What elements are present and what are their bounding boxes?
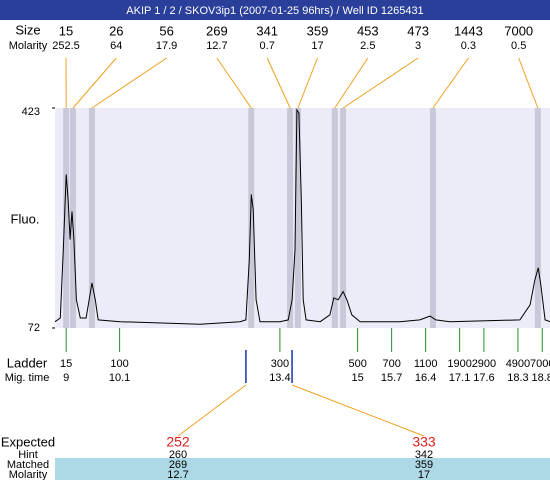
ladder-size: 300 [271,358,289,370]
ladder-size: 100 [110,358,128,370]
ladder-time: 17.6 [473,372,494,384]
peak-band [429,108,436,328]
peak-band [331,108,338,328]
peak-size: 7000 [504,23,533,38]
peak-size: 341 [256,23,278,38]
peak-connector [91,57,167,109]
ladder-size: 4900 [506,358,530,370]
peak-molarity: 0.3 [461,40,476,52]
peak-size: 56 [159,23,173,38]
peak-connector [342,57,419,109]
peak-connector [432,57,469,109]
peak-molarity: 0.5 [511,40,526,52]
matched-label: Matched [7,459,49,471]
expected-connector [291,384,425,437]
matched-band [55,458,550,480]
plot-area [55,108,550,328]
hint-value: 260 [169,449,187,461]
peak-connector [266,57,291,109]
peak-size: 1443 [454,23,483,38]
peak-band [534,108,541,328]
title-bar [0,0,550,20]
hint-value: 342 [415,449,433,461]
expected-label: Expected [1,434,55,449]
peak-band [88,108,95,328]
peak-molarity: 12.7 [206,40,227,52]
peak-band [248,108,255,328]
ladder-time: 18.3 [507,372,528,384]
peak-connector [216,57,252,109]
peak-band [340,108,347,328]
ladder-time: 13.4 [269,372,290,384]
peak-molarity: 3 [415,40,421,52]
peak-connector [72,57,117,109]
ladder-time: 15.7 [381,372,402,384]
peak-size: 453 [357,23,379,38]
molarity-label: Molarity [9,40,48,52]
molarity-value: 17 [418,469,430,480]
ladder-time: 10.1 [109,372,130,384]
peak-band [294,108,301,328]
ladder-size: 500 [348,358,366,370]
peak-size: 15 [59,23,73,38]
ladder-size: 15 [60,358,72,370]
peak-band [287,108,294,328]
peak-molarity: 64 [110,40,122,52]
peak-connector [518,57,539,109]
ladder-size: 1100 [414,358,438,370]
ladder-size: 1900 [447,358,471,370]
expected-molarity-label: Molarity [9,469,48,480]
peak-molarity: 0.7 [260,40,275,52]
peak-size: 26 [109,23,123,38]
size-label: Size [15,22,40,37]
mig-time-label: Mig. time [5,372,50,384]
ladder-size: 7000 [530,358,550,370]
ladder-time: 16.4 [415,372,436,384]
trace [54,108,550,325]
ladder-time: 17.1 [449,372,470,384]
peak-size: 269 [206,23,228,38]
peak-connector [334,57,369,109]
hint-label: Hint [18,449,38,461]
ladder-size: 2900 [472,358,496,370]
expected-value: 252 [166,434,190,450]
peak-size: 359 [307,23,329,38]
ladder-time: 9 [63,372,69,384]
peak-band [63,108,70,328]
peak-molarity: 17.9 [156,40,177,52]
ladder-label: Ladder [7,355,48,370]
ladder-time: 15 [352,372,364,384]
peak-molarity: 2.5 [360,40,375,52]
ladder-time: 18.8 [532,372,550,384]
y-axis-label: Fluo. [11,211,40,226]
peak-band [69,108,76,328]
matched-value: 359 [415,459,433,471]
y-tick-label: 423 [22,106,40,118]
expected-value: 333 [412,434,436,450]
peak-size: 473 [407,23,429,38]
expected-connector [177,384,247,437]
peak-molarity: 17 [311,40,323,52]
peak-connector [297,57,318,109]
ladder-size: 700 [382,358,400,370]
matched-value: 269 [169,459,187,471]
y-tick-label: 72 [28,322,40,334]
title: AKIP 1 / 2 / SKOV3ip1 (2007-01-25 96hrs)… [126,5,423,17]
molarity-value: 12.7 [167,469,188,480]
peak-molarity: 252.5 [52,40,80,52]
